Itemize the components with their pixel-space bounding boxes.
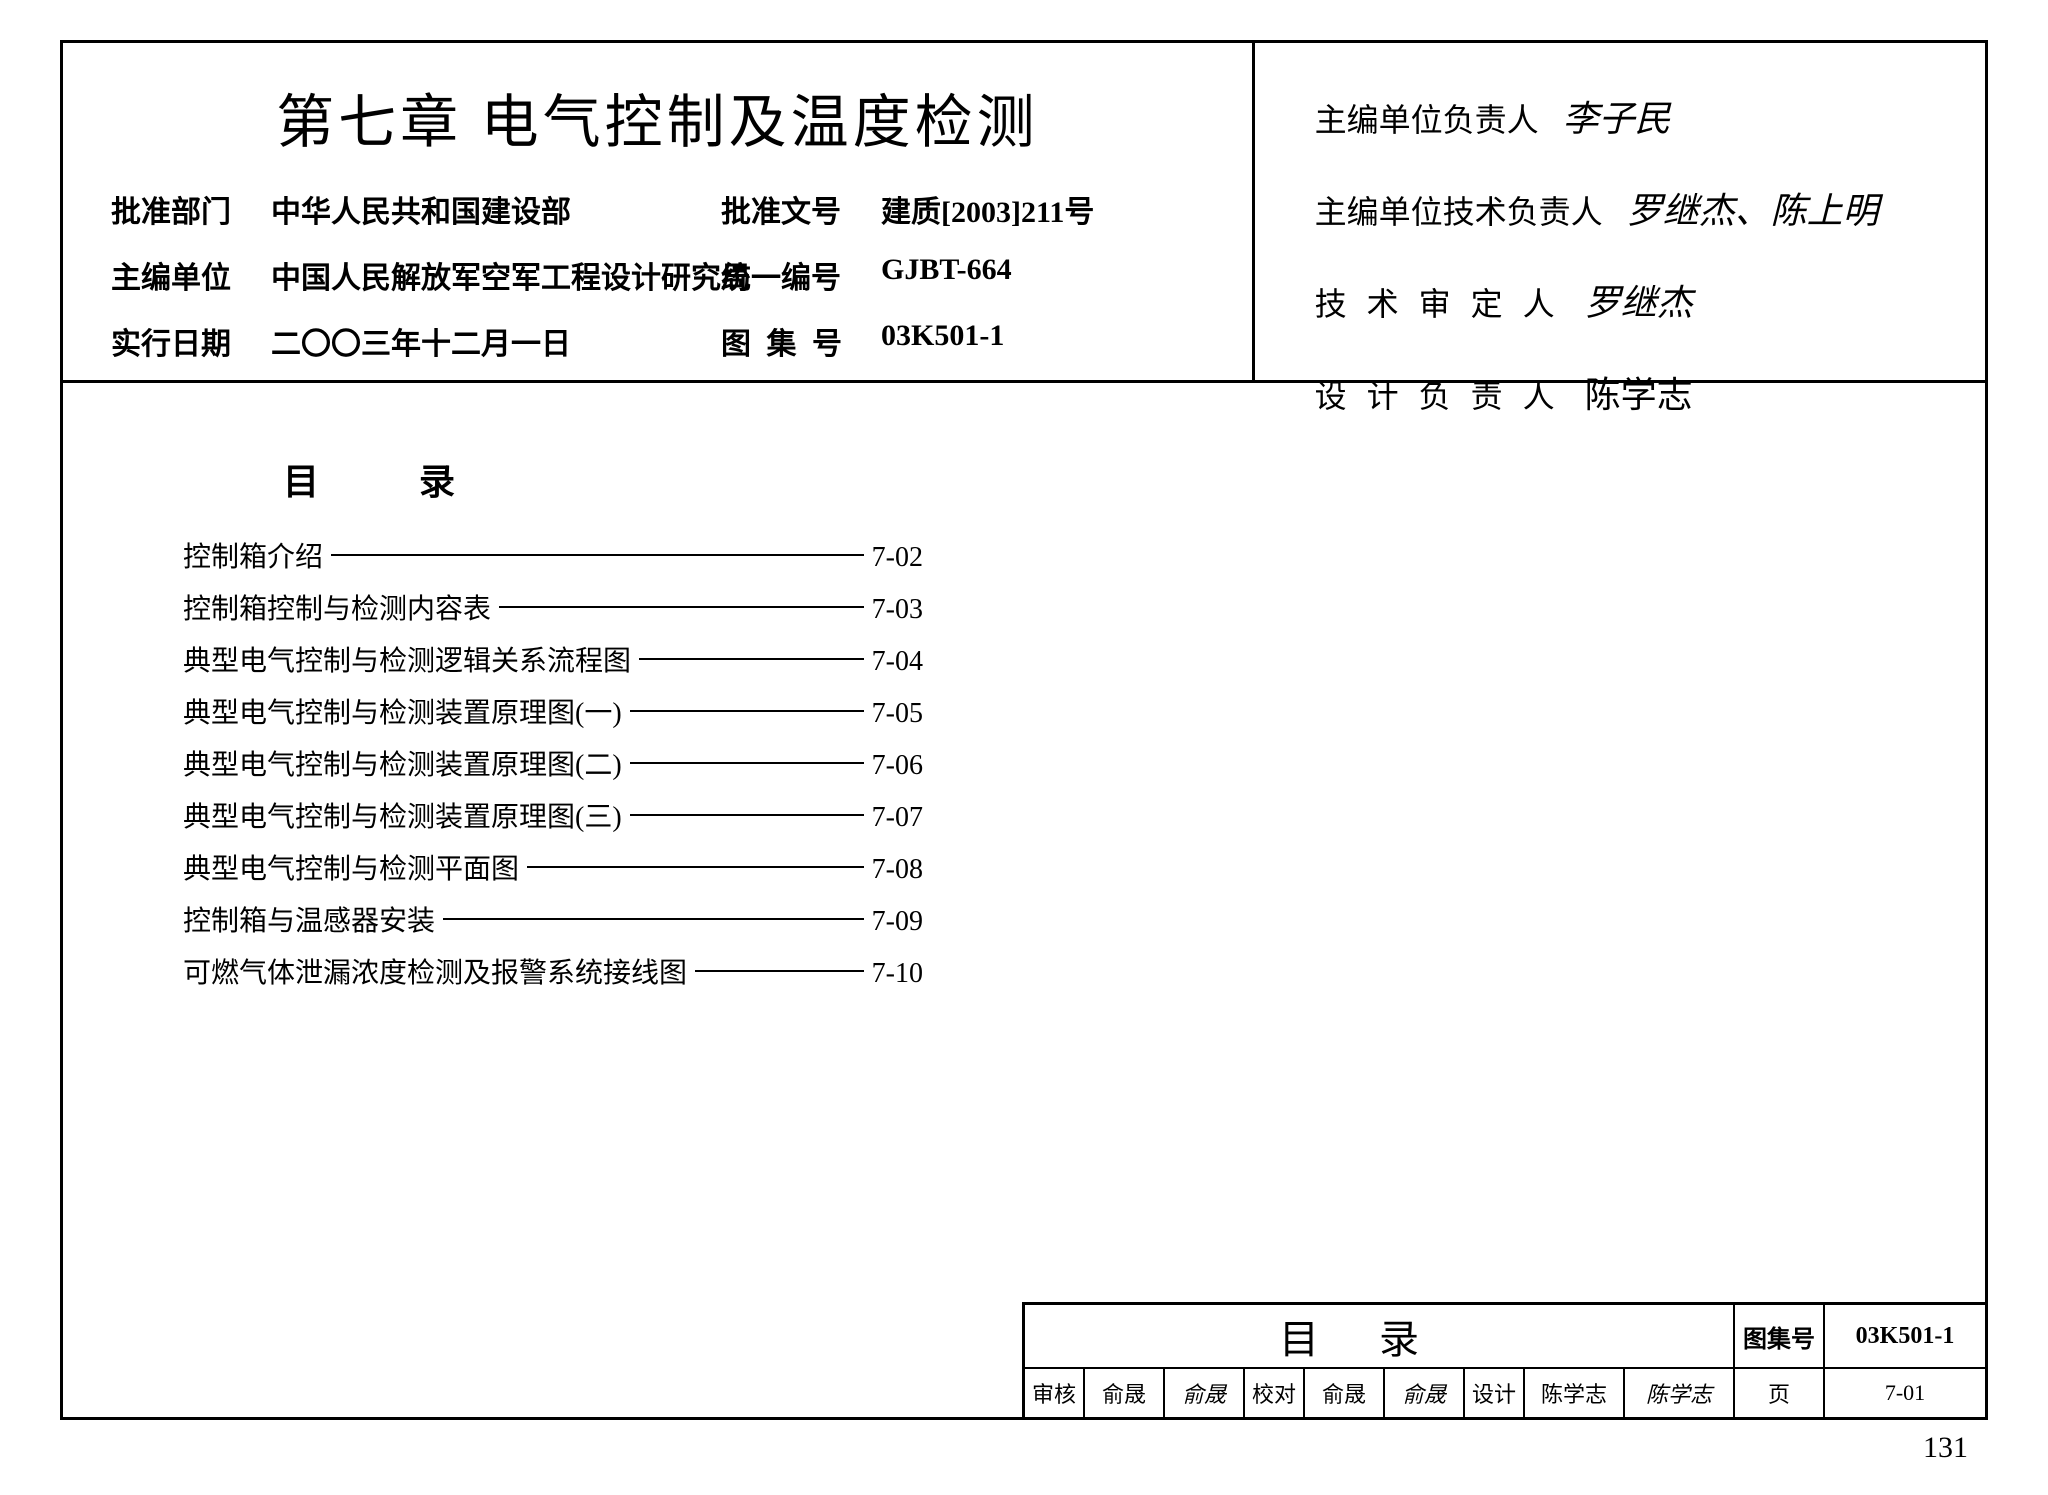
titleblock-title: 目录 xyxy=(1025,1305,1735,1367)
signature-row: 主编单位技术负责人 罗继杰、陈上明 xyxy=(1315,175,1945,247)
toc-item-page: 7-07 xyxy=(872,802,923,834)
toc-item-text: 典型电气控制与检测装置原理图(二) xyxy=(183,743,622,783)
meta-value: 中华人民共和国建设部 xyxy=(271,187,701,231)
toc-item: 可燃气体泄漏浓度检测及报警系统接线图 7-10 xyxy=(183,951,923,991)
header-row: 第七章 电气控制及温度检测 批准部门 中华人民共和国建设部 批准文号 建质[20… xyxy=(63,43,1985,383)
tb-cell-name: 俞晟 xyxy=(1085,1369,1165,1417)
signature-name: 罗继杰、陈上明 xyxy=(1627,175,1879,247)
toc-leader-line xyxy=(630,710,864,712)
toc-item-page: 7-04 xyxy=(872,646,923,678)
titleblock-row-1: 目录 图集号 03K501-1 xyxy=(1025,1305,1985,1369)
drawing-frame: 第七章 电气控制及温度检测 批准部门 中华人民共和国建设部 批准文号 建质[20… xyxy=(60,40,1988,1420)
toc-item-page: 7-06 xyxy=(872,750,923,782)
meta-label: 批准部门 xyxy=(111,187,251,231)
meta-label: 图 集 号 xyxy=(721,319,861,363)
tb-cell-label: 审核 xyxy=(1025,1369,1085,1417)
toc-item: 控制箱与温感器安装 7-09 xyxy=(183,899,923,939)
signature-label: 主编单位技术负责人 xyxy=(1315,180,1603,244)
header-right-signatures: 主编单位负责人 李子民 主编单位技术负责人 罗继杰、陈上明 技 术 审 定 人 … xyxy=(1255,43,1985,380)
toc-item-text: 典型电气控制与检测平面图 xyxy=(183,847,519,887)
meta-value: 中国人民解放军空军工程设计研究局 xyxy=(271,253,701,297)
tb-cell-sign: 俞晟 xyxy=(1385,1369,1465,1417)
toc-heading: 目录 xyxy=(283,453,1925,505)
toc-leader-line xyxy=(499,606,864,608)
meta-label: 主编单位 xyxy=(111,253,251,297)
toc-item-text: 控制箱控制与检测内容表 xyxy=(183,587,491,627)
toc-item-page: 7-10 xyxy=(872,958,923,990)
toc-item: 典型电气控制与检测装置原理图(一) 7-05 xyxy=(183,691,923,731)
toc-item: 典型电气控制与检测装置原理图(二) 7-06 xyxy=(183,743,923,783)
meta-value: 03K501-1 xyxy=(881,319,1204,363)
toc-item-page: 7-05 xyxy=(872,698,923,730)
titleblock-set-value: 03K501-1 xyxy=(1825,1305,1985,1367)
toc-item-page: 7-02 xyxy=(872,542,923,574)
toc-leader-line xyxy=(527,866,864,868)
tb-cell-page-value: 7-01 xyxy=(1825,1369,1985,1417)
toc-item-text: 典型电气控制与检测逻辑关系流程图 xyxy=(183,639,631,679)
tb-cell-label: 校对 xyxy=(1245,1369,1305,1417)
meta-label: 统一编号 xyxy=(721,253,861,297)
title-block: 目录 图集号 03K501-1 审核 俞晟 俞晟 校对 俞晟 俞晟 设计 陈学志… xyxy=(1022,1302,1988,1420)
meta-label: 实行日期 xyxy=(111,319,251,363)
toc-item-page: 7-03 xyxy=(872,594,923,626)
toc-leader-line xyxy=(331,554,864,556)
body-area: 目录 控制箱介绍 7-02 控制箱控制与检测内容表 7-03 典型电气控制与检测逻辑关系… xyxy=(63,383,1985,1417)
titleblock-set-label: 图集号 xyxy=(1735,1305,1825,1367)
meta-grid: 批准部门 中华人民共和国建设部 批准文号 建质[2003]211号 主编单位 中… xyxy=(111,187,1204,363)
toc-item-text: 典型电气控制与检测装置原理图(一) xyxy=(183,691,622,731)
toc-item-text: 可燃气体泄漏浓度检测及报警系统接线图 xyxy=(183,951,687,991)
toc-item-page: 7-09 xyxy=(872,906,923,938)
signature-label: 技 术 审 定 人 xyxy=(1315,272,1561,336)
toc-item-text: 典型电气控制与检测装置原理图(三) xyxy=(183,795,622,835)
tb-cell-name: 陈学志 xyxy=(1525,1369,1625,1417)
toc-item: 典型电气控制与检测逻辑关系流程图 7-04 xyxy=(183,639,923,679)
toc-item: 典型电气控制与检测装置原理图(三) 7-07 xyxy=(183,795,923,835)
toc-item-text: 控制箱与温感器安装 xyxy=(183,899,435,939)
toc-leader-line xyxy=(695,970,864,972)
toc-item-text: 控制箱介绍 xyxy=(183,535,323,575)
signature-row: 技 术 审 定 人 罗继杰 xyxy=(1315,267,1945,339)
toc-leader-line xyxy=(630,762,864,764)
toc-item-page: 7-08 xyxy=(872,854,923,886)
tb-cell-name: 俞晟 xyxy=(1305,1369,1385,1417)
signature-name: 李子民 xyxy=(1563,83,1671,155)
tb-cell-label: 设计 xyxy=(1465,1369,1525,1417)
toc-item: 典型电气控制与检测平面图 7-08 xyxy=(183,847,923,887)
tb-cell-sign: 陈学志 xyxy=(1625,1369,1735,1417)
toc-leader-line xyxy=(443,918,864,920)
meta-label: 批准文号 xyxy=(721,187,861,231)
signature-name: 罗继杰 xyxy=(1585,267,1693,339)
tb-cell-sign: 俞晟 xyxy=(1165,1369,1245,1417)
meta-value: 建质[2003]211号 xyxy=(881,187,1204,231)
meta-value: 二〇〇三年十二月一日 xyxy=(271,319,701,363)
header-left-block: 第七章 电气控制及温度检测 批准部门 中华人民共和国建设部 批准文号 建质[20… xyxy=(63,43,1255,380)
page-number: 131 xyxy=(1923,1431,1968,1465)
signature-row: 主编单位负责人 李子民 xyxy=(1315,83,1945,155)
toc-list: 控制箱介绍 7-02 控制箱控制与检测内容表 7-03 典型电气控制与检测逻辑关系流程图… xyxy=(183,535,923,991)
titleblock-row-2: 审核 俞晟 俞晟 校对 俞晟 俞晟 设计 陈学志 陈学志 页 7-01 xyxy=(1025,1369,1985,1417)
toc-item: 控制箱介绍 7-02 xyxy=(183,535,923,575)
tb-cell-page-label: 页 xyxy=(1735,1369,1825,1417)
chapter-title: 第七章 电气控制及温度检测 xyxy=(111,75,1204,159)
toc-leader-line xyxy=(639,658,864,660)
signature-label: 主编单位负责人 xyxy=(1315,88,1539,152)
toc-item: 控制箱控制与检测内容表 7-03 xyxy=(183,587,923,627)
page: 第七章 电气控制及温度检测 批准部门 中华人民共和国建设部 批准文号 建质[20… xyxy=(0,0,2048,1495)
toc-leader-line xyxy=(630,814,864,816)
meta-value: GJBT-664 xyxy=(881,253,1204,297)
